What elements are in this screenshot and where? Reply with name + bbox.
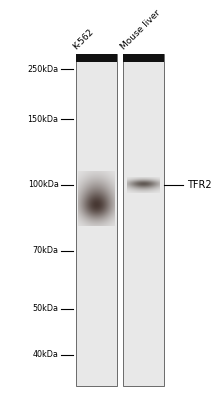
Text: 50kDa: 50kDa [33,304,59,313]
Bar [76,54,117,386]
Text: 70kDa: 70kDa [33,246,59,255]
Text: 250kDa: 250kDa [27,65,59,74]
Text: Mouse liver: Mouse liver [119,8,162,52]
Bar [76,54,117,62]
Text: 150kDa: 150kDa [28,115,59,124]
Text: TFR2: TFR2 [187,180,211,190]
Bar [123,54,164,62]
Text: 100kDa: 100kDa [28,180,59,190]
Text: K-562: K-562 [72,28,96,52]
Bar [123,54,164,386]
Text: 40kDa: 40kDa [33,350,59,359]
